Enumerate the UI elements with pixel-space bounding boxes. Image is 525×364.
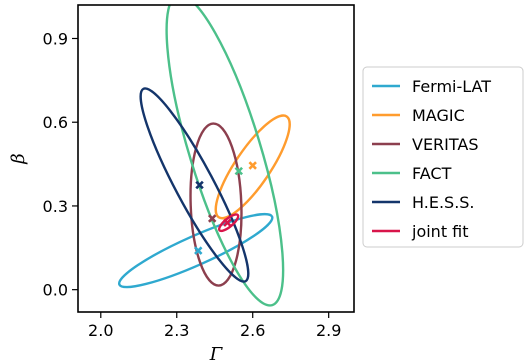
best-fit-marker-veritas <box>207 214 217 223</box>
x-tick-label: 2.6 <box>240 321 265 340</box>
contour-fact <box>165 5 285 307</box>
contour-veritas <box>189 122 243 287</box>
legend-label-fact: FACT <box>412 164 452 183</box>
legend: Fermi-LAT MAGIC VERITAS FACT H.E.S.S. joint f… <box>362 66 524 248</box>
contour-h-e-s-s <box>139 87 250 283</box>
best-fit-marker-fact <box>234 166 244 176</box>
y-axis-label: β <box>8 153 29 164</box>
x-tick-label: 2.0 <box>88 321 113 340</box>
legend-label-fermi-lat: Fermi-LAT <box>412 77 491 96</box>
y-axis: 0.0 0.3 0.6 0.9 <box>43 29 78 300</box>
legend-label-magic: MAGIC <box>412 106 465 125</box>
legend-label-veritas: VERITAS <box>412 135 479 154</box>
y-tick-label: 0.6 <box>43 113 68 132</box>
legend-label-h-e-s-s: H.E.S.S. <box>412 193 475 212</box>
legend-label-joint-fit: joint fit <box>411 222 469 241</box>
x-tick-label: 2.3 <box>164 321 189 340</box>
x-axis: 2.0 2.3 2.6 2.9 <box>88 312 341 340</box>
x-tick-label: 2.9 <box>316 321 341 340</box>
axes-frame <box>77 4 355 313</box>
y-tick-label: 0.9 <box>43 29 68 48</box>
best-fit-marker-joint-fit <box>223 218 232 227</box>
x-axis-label: Γ <box>209 344 224 364</box>
best-fit-marker-h-e-s-s <box>195 180 204 190</box>
y-tick-label: 0.3 <box>43 197 68 216</box>
y-tick-label: 0.0 <box>43 281 68 300</box>
plot-area <box>117 5 291 307</box>
contour-magic <box>214 114 291 220</box>
best-fit-marker-magic <box>248 161 257 170</box>
legend-box <box>362 66 524 248</box>
best-fit-marker-fermi-lat <box>194 246 203 255</box>
